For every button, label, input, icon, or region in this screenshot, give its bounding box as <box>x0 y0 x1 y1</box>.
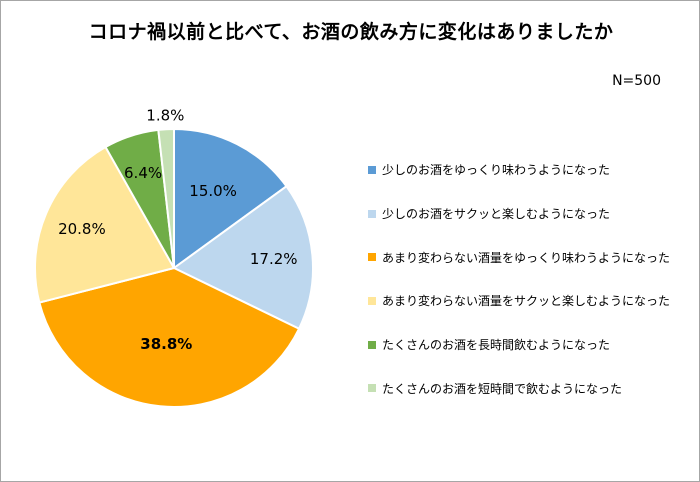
pie-slice <box>172 184 314 331</box>
slice-data-label: 15.0% <box>189 182 237 200</box>
legend-swatch <box>368 340 376 349</box>
slice-data-label: 20.8% <box>58 220 106 238</box>
legend-swatch <box>368 384 376 393</box>
legend-label: たくさんのお酒を短時間で飲むようになった <box>382 381 623 396</box>
legend-item: 少しのお酒をゆっくり味わうようになった <box>368 148 670 192</box>
legend-label: あまり変わらない酒量をゆっくり味わうようになった <box>382 250 671 265</box>
legend-label: たくさんのお酒を長時間飲むようになった <box>382 338 611 353</box>
chart-title: コロナ禍以前と比べて、お酒の飲み方に変化はありましたか <box>88 21 614 43</box>
legend-item: 少しのお酒をサクッと楽しむようになった <box>368 192 670 236</box>
legend-label: 少しのお酒をサクッと楽しむようになった <box>382 207 611 222</box>
legend-swatch <box>368 209 376 218</box>
pie-slice <box>38 266 301 408</box>
legend-swatch <box>368 296 376 305</box>
pie-slice <box>34 145 176 304</box>
legend-swatch <box>368 165 376 174</box>
legend-label: あまり変わらない酒量をサクッと楽しむようになった <box>382 294 671 309</box>
pie-slice <box>157 127 175 269</box>
legend-item: たくさんのお酒を長時間飲むようになった <box>368 323 670 367</box>
sample-size-label: N=500 <box>612 73 661 89</box>
slice-data-label: 6.4% <box>124 164 162 182</box>
legend-label: 少しのお酒をゆっくり味わうようになった <box>382 163 611 178</box>
legend-swatch <box>368 253 376 262</box>
legend-item: あまり変わらない酒量をゆっくり味わうようになった <box>368 235 670 279</box>
slice-data-label: 17.2% <box>250 250 298 268</box>
pie-slice <box>173 127 288 270</box>
slice-data-label: 1.8% <box>146 106 184 124</box>
legend-item: あまり変わらない酒量をサクッと楽しむようになった <box>368 279 670 323</box>
chart-legend: 少しのお酒をゆっくり味わうようになった 少しのお酒をサクッと楽しむようになったあま… <box>368 148 670 410</box>
legend-item: たくさんのお酒を短時間で飲むようになった <box>368 366 670 410</box>
slice-data-label: 38.8% <box>140 335 192 353</box>
